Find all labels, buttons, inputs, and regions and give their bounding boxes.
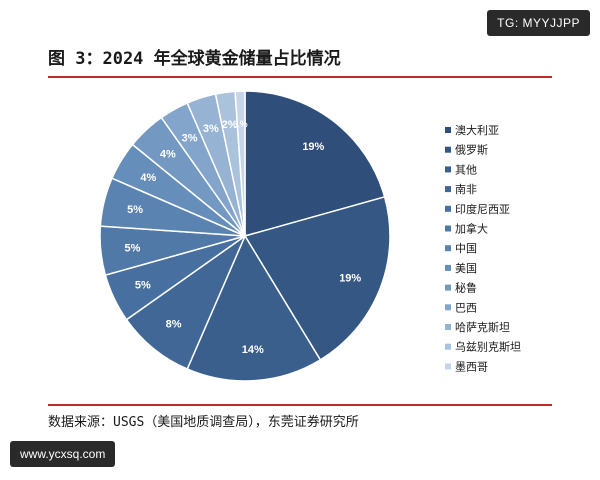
slice-label: 4% — [160, 148, 176, 160]
slice-label: 3% — [203, 123, 219, 135]
legend-swatch — [445, 284, 451, 291]
source-note: 数据来源：USGS（美国地质调查局），东莞证券研究所 — [48, 415, 359, 430]
title-divider — [48, 76, 552, 78]
legend-label: 哈萨克斯坦 — [455, 320, 510, 334]
legend-swatch — [445, 166, 451, 173]
legend-label: 墨西哥 — [455, 360, 488, 373]
slice-label: 19% — [302, 141, 324, 153]
slice-label: 2% — [222, 119, 238, 131]
legend-swatch — [445, 225, 451, 232]
legend-swatch — [445, 245, 451, 252]
slice-label: 5% — [127, 204, 143, 216]
slice-label: 19% — [339, 272, 361, 284]
slice-label: 1% — [235, 119, 248, 129]
legend-swatch — [445, 324, 451, 330]
legend-label: 秘鲁 — [455, 281, 477, 295]
legend-swatch — [445, 186, 451, 193]
slice-label: 8% — [166, 319, 182, 331]
legend-swatch — [445, 205, 451, 212]
site-watermark: www.ycxsq.com — [10, 441, 116, 467]
legend-swatch — [445, 264, 451, 271]
legend-swatch — [445, 146, 451, 153]
slice-label: 4% — [140, 172, 156, 184]
slice-label: 14% — [242, 344, 264, 356]
legend-label: 美国 — [455, 262, 477, 275]
legend-swatch — [445, 363, 451, 370]
legend-label: 加拿大 — [455, 222, 488, 236]
legend-label: 印度尼西亚 — [455, 202, 510, 216]
legend-swatch — [445, 343, 451, 350]
slice-label: 5% — [125, 243, 141, 255]
legend-label: 其他 — [455, 163, 477, 176]
pie-slice — [243, 195, 391, 361]
pie-chart: 19%19%14%8%5%5%5%4%4%3%3% 2%1%澳大利亚俄罗斯其他南非… — [99, 90, 521, 382]
legend-label: 乌兹别克斯坦 — [455, 340, 521, 354]
legend-label: 巴西 — [455, 301, 477, 314]
pie-slice — [244, 90, 386, 237]
slice-label: 3% — [182, 132, 198, 144]
source-divider — [48, 404, 552, 406]
pie-slice — [186, 234, 322, 382]
legend-label: 澳大利亚 — [455, 123, 499, 137]
legend-swatch — [445, 304, 451, 311]
legend-label: 俄罗斯 — [455, 144, 488, 157]
legend-swatch — [445, 127, 451, 133]
legend-label: 南非 — [455, 183, 477, 196]
legend-label: 中国 — [455, 242, 477, 255]
slice-label: 5% — [135, 280, 151, 292]
chart-title: 图 3：2024 年全球黄金储量占比情况 — [48, 49, 341, 69]
pie-slice — [234, 90, 246, 237]
telegram-badge: TG: MYYJJPP — [487, 10, 590, 36]
